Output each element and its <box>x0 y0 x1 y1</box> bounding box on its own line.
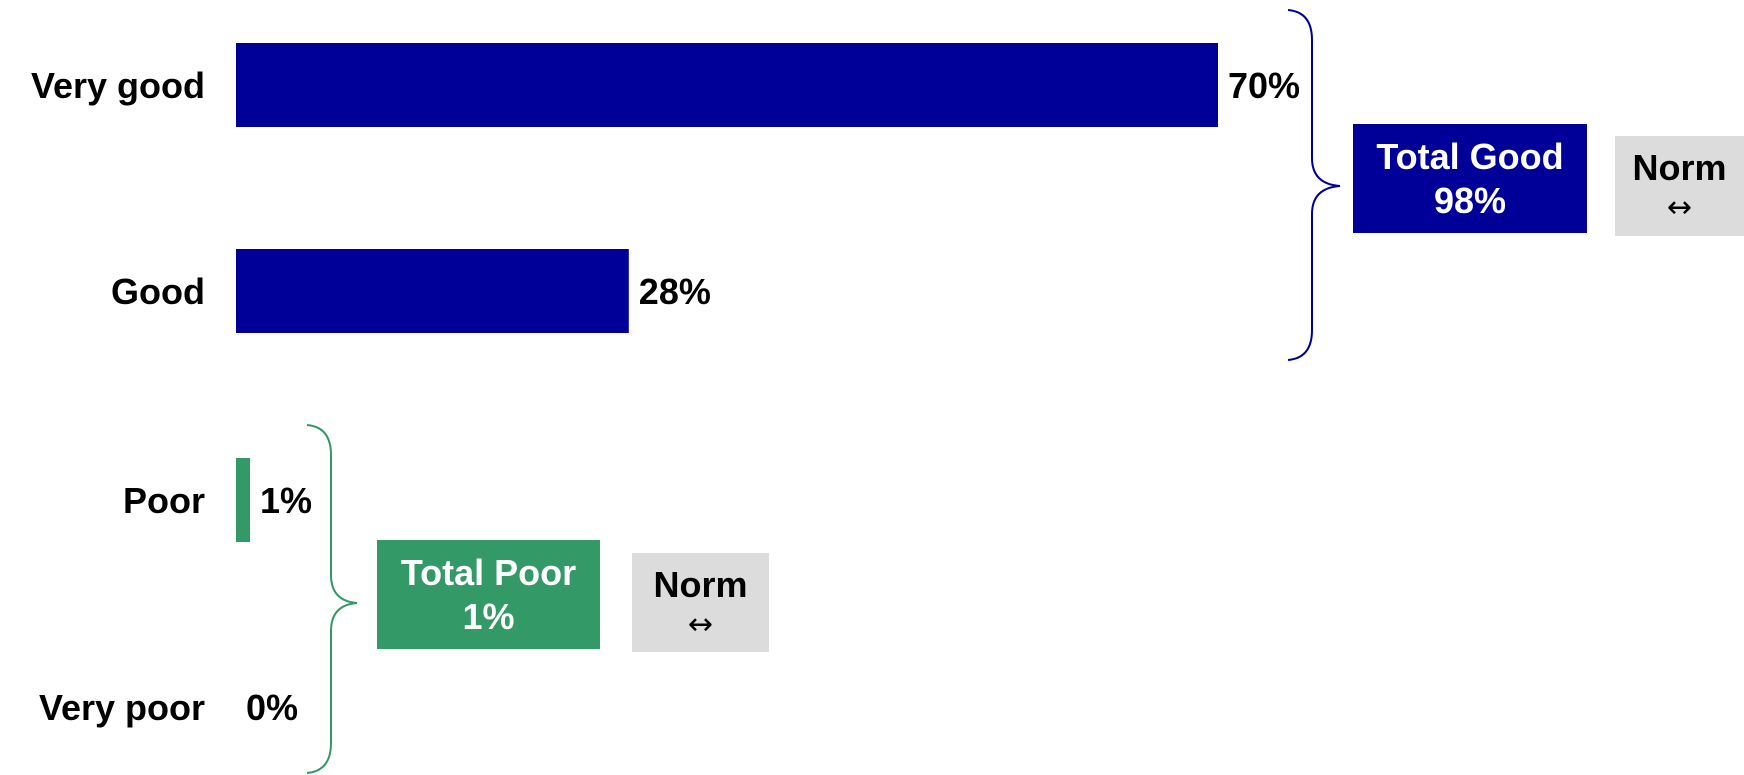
bar-good <box>236 249 629 333</box>
total-good-box: Total Good 98% <box>1353 124 1587 233</box>
total-poor-box: Total Poor 1% <box>377 540 600 649</box>
value-label-poor: 1% <box>260 480 312 521</box>
left-right-arrow-icon: ↔ <box>687 606 714 642</box>
norm-good-box: Norm ↔ <box>1615 136 1744 236</box>
norm-poor-box: Norm ↔ <box>632 553 769 652</box>
total-good-value: 98% <box>1433 179 1507 221</box>
value-label-very-poor: 0% <box>246 687 298 728</box>
total-poor-value: 1% <box>462 595 515 637</box>
bar-poor <box>236 458 251 542</box>
left-right-arrow-icon: ↔ <box>1666 190 1693 225</box>
norm-poor-label: Norm <box>653 563 748 605</box>
category-label-very-good: Very good <box>31 65 205 106</box>
total-poor-label: Total Poor <box>400 551 577 593</box>
category-label-very-poor: Very poor <box>39 687 205 728</box>
norm-good-label: Norm <box>1632 147 1727 188</box>
bar-very-good <box>236 43 1218 127</box>
poor-group-brace <box>306 424 358 774</box>
category-label-poor: Poor <box>123 480 205 521</box>
good-group-brace <box>1287 9 1341 361</box>
value-label-good: 28% <box>639 271 711 312</box>
value-label-very-good: 70% <box>1228 65 1300 106</box>
total-good-label: Total Good <box>1376 135 1564 177</box>
category-label-good: Good <box>111 271 205 312</box>
